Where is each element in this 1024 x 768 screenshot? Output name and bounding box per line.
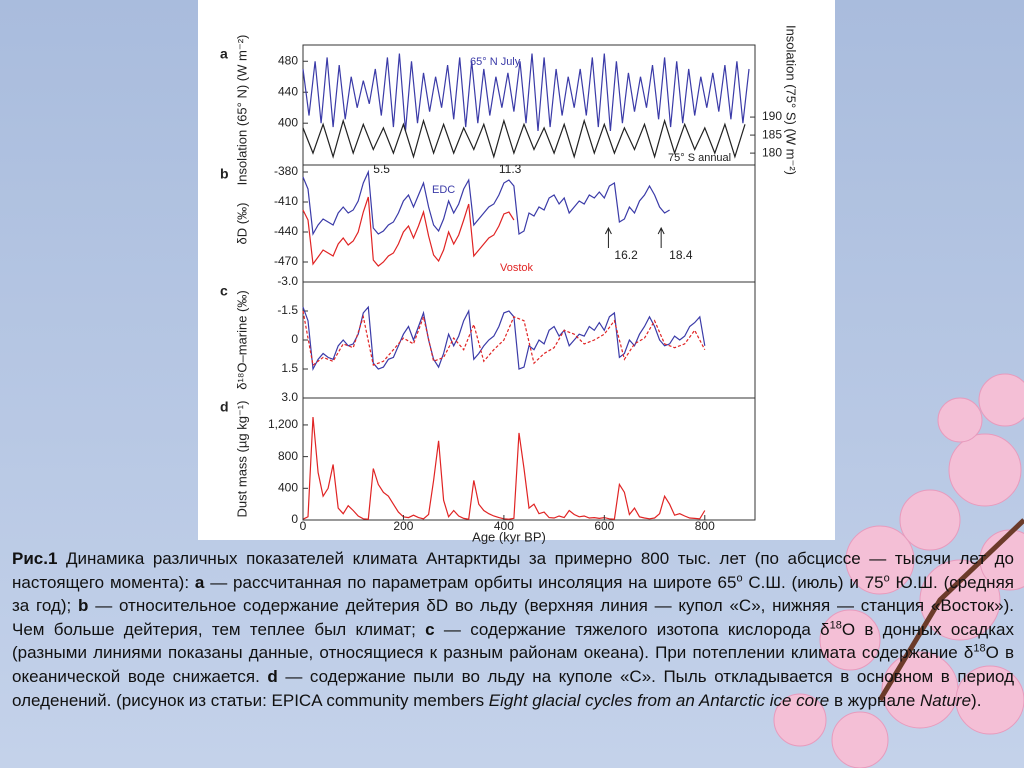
- y-tick-label: 180: [762, 145, 782, 159]
- data-line: [302, 416, 706, 520]
- caption-text: ).: [971, 690, 982, 710]
- caption-text: o: [736, 571, 743, 584]
- y-tick-label: 0: [291, 332, 298, 346]
- x-tick-label: 800: [695, 519, 715, 533]
- panel-label: d: [220, 399, 229, 415]
- series-label: 65° N July: [470, 56, 521, 68]
- caption-text: c: [425, 619, 435, 639]
- annotation: 5.5: [373, 162, 390, 176]
- y-tick-label: 190: [762, 109, 782, 123]
- series-label: EDC: [432, 184, 455, 196]
- y-tick-label: 1.5: [281, 361, 298, 375]
- caption-text: — содержание тяжелого изотопа кислорода …: [434, 619, 830, 639]
- annotation: 16.2: [614, 248, 638, 262]
- y-tick-label: -380: [274, 164, 298, 178]
- caption-text: — рассчитанная по параметрам орбиты инсо…: [204, 572, 737, 592]
- annotation: 11.3: [499, 162, 522, 176]
- caption-text: Nature: [920, 690, 972, 710]
- y-tick-label: 3.0: [281, 390, 298, 404]
- y-tick-label: -440: [274, 224, 298, 238]
- y-axis-title: Insolation (65° N) (W m⁻²): [234, 35, 249, 186]
- annotation: 18.4: [669, 248, 693, 262]
- caption-text: Ю.Ш. (средняя за год);: [12, 572, 1014, 616]
- panel-label: b: [220, 166, 229, 182]
- y-tick-label: 0: [291, 512, 298, 526]
- caption-text: a: [194, 572, 205, 592]
- caption-text: d: [267, 666, 278, 686]
- series-label: Vostok: [500, 262, 534, 274]
- y-tick-label: -470: [274, 254, 298, 268]
- y-tick-label: 480: [278, 53, 298, 67]
- x-tick-label: 200: [393, 519, 413, 533]
- y-tick-label: 400: [278, 480, 298, 494]
- data-line: [302, 305, 706, 372]
- y-tick-label: -410: [274, 194, 298, 208]
- y-tick-label: 440: [278, 84, 298, 98]
- y-axis-title: δ¹⁸O–marine (‰): [234, 290, 249, 389]
- annotation-arrow: [657, 226, 665, 248]
- series-label: 75° S annual: [668, 152, 731, 164]
- y-tick-label: 1,200: [268, 417, 298, 431]
- caption-text: o: [883, 571, 890, 584]
- y-axis-title: δD (‰): [234, 203, 249, 245]
- data-line: [302, 53, 750, 131]
- y-tick-label: 800: [278, 449, 298, 463]
- y-tick-label: -3.0: [277, 274, 298, 288]
- annotation-arrow: [604, 226, 612, 248]
- figure: a 400 440 480 180 185 190 Insolation (65° N) (W…: [220, 25, 799, 544]
- y-tick-label: 185: [762, 127, 782, 141]
- data-line: [302, 118, 746, 159]
- x-tick-label: 600: [594, 519, 614, 533]
- caption-text: O в океанической воде снижается.: [12, 643, 1014, 686]
- caption-text: Eight glacial cycles from an Antarctic i…: [488, 690, 830, 710]
- caption-text: в журнале: [829, 690, 920, 710]
- caption-text: — содержание пыли во льду на куполе «С».…: [12, 666, 1014, 710]
- y-axis-title: Dust mass (µg kg⁻¹): [234, 401, 249, 518]
- caption-text: Рис.1: [12, 549, 58, 568]
- y-tick-label: 400: [278, 115, 298, 129]
- caption: Рис.1 Динамика различных показателей кли…: [12, 547, 1014, 712]
- caption-text: 18: [973, 642, 986, 655]
- x-tick-label: 0: [300, 519, 307, 533]
- data-line: [302, 196, 515, 267]
- caption-text: O в донных осадках (разными линиями пока…: [12, 619, 1014, 663]
- caption-text: — относительное содержание дейтерия δD в…: [12, 596, 1014, 639]
- caption-text: С.Ш. (июль) и 75: [742, 572, 884, 592]
- x-axis-title: Age (kyr BP): [472, 529, 546, 544]
- plot-frame: [302, 397, 756, 521]
- x-tick-label: 400: [494, 519, 514, 533]
- plot-frame: [302, 44, 756, 166]
- panel-label: a: [220, 46, 228, 62]
- panel-label: c: [220, 283, 228, 299]
- caption-text: 18: [829, 619, 842, 632]
- y-tick-label: -1.5: [277, 303, 298, 317]
- data-line: [302, 169, 670, 236]
- y2-axis-title: Insolation (75° S) (W m⁻²): [784, 25, 799, 175]
- caption-text: b: [78, 596, 89, 616]
- data-line: [302, 310, 706, 367]
- caption-text: Динамика различных показателей климата А…: [12, 549, 1014, 592]
